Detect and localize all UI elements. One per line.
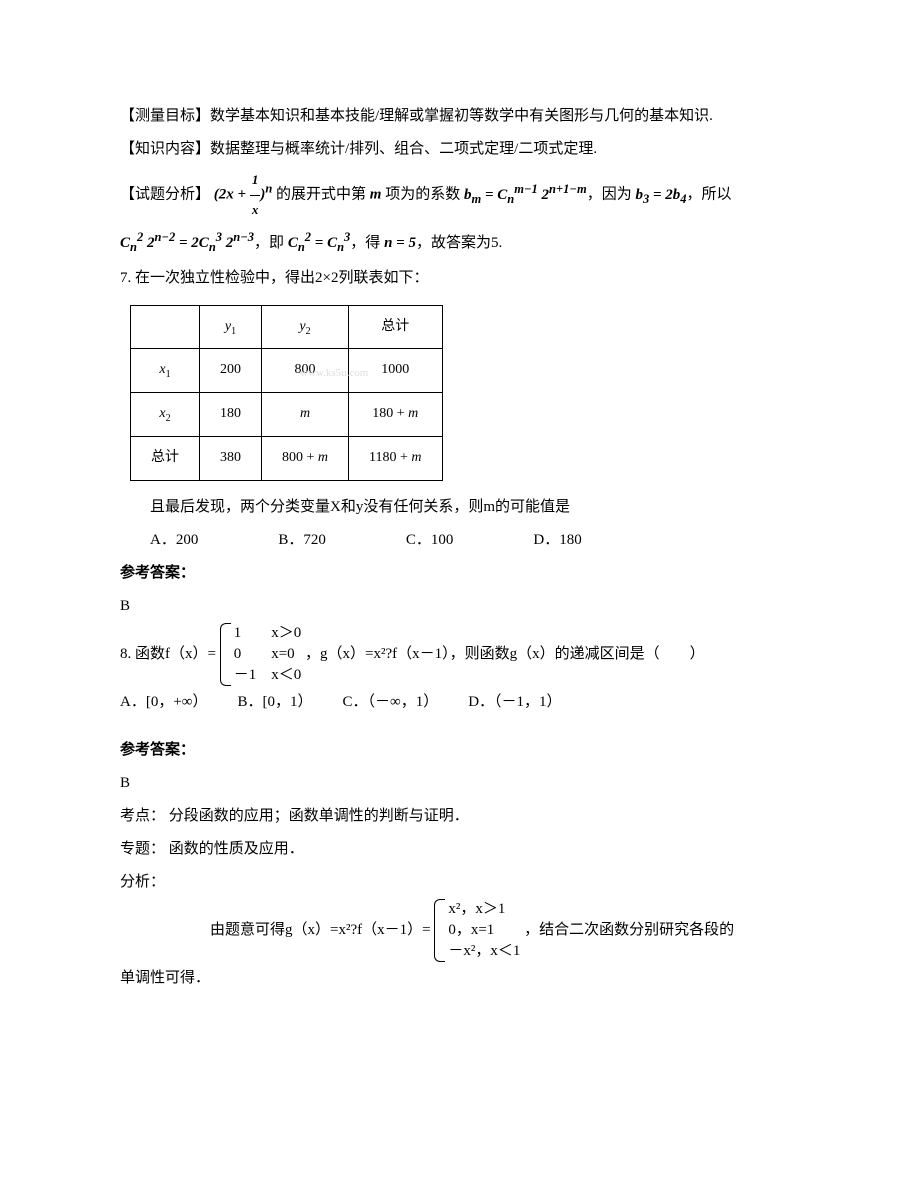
kaodian-text: 分段函数的应用；函数单调性的判断与证明． (169, 808, 469, 824)
option-d: D．180 (533, 524, 581, 557)
piecewise-row: －x²，x＜1 (448, 941, 520, 962)
piecewise-row: －1 x＜0 (234, 665, 302, 686)
fenxi-prefix: 由题意可得g（x）=x²?f（x－1）= (210, 922, 431, 938)
formula-eq1: Cn2 2n−2 = 2Cn3 2n−3 (120, 235, 254, 251)
formula-bm: bm = Cnm−1 2n+1−m (464, 187, 587, 203)
piecewise-g: x²，x＞1 0，x=1 －x²，x＜1 (434, 899, 520, 962)
table-cell: 380 (200, 437, 262, 481)
piecewise-row: 1 x＞0 (234, 623, 302, 644)
table-row: x2 180 m 180 + m (131, 393, 443, 437)
q8-mid: ，g（x）=x²?f（x－1），则函数g（x）的递减区间是（ ） (305, 646, 705, 662)
table-row: y1 y2 总计 (131, 305, 443, 349)
text: 项为的系数 (385, 187, 460, 203)
q7-condition: 且最后发现，两个分类变量X和y没有任何关系，则m的可能值是 (120, 491, 800, 524)
table-cell: 1180 + m (349, 437, 443, 481)
q8-fenxi: 由题意可得g（x）=x²?f（x－1）= x²，x＞1 0，x=1 －x²，x＜… (120, 899, 800, 962)
q8-answer: B (120, 767, 800, 800)
formula-binomial: (2x + 1x)n (214, 166, 273, 224)
text: 的展开式中第 (276, 187, 366, 203)
table-cell (131, 305, 200, 349)
analysis-label: 【试题分析】 (120, 187, 210, 203)
zhuanti-text: 函数的性质及应用． (169, 841, 304, 857)
option-c: C．（－∞，1） (343, 686, 439, 719)
analysis-line2: Cn2 2n−2 = 2Cn3 2n−3，即 Cn2 = Cn3，得 n = 5… (120, 224, 800, 262)
q8-kaodian: 考点： 分段函数的应用；函数单调性的判断与证明． (120, 800, 800, 833)
table-row: x1 200 800 1000 (131, 349, 443, 393)
option-a: A．[0，+∞） (120, 686, 207, 719)
table-cell: 200 (200, 349, 262, 393)
q7-answer-label: 参考答案： (120, 557, 800, 590)
table-cell: 总计 (131, 437, 200, 481)
q8-answer-label: 参考答案： (120, 734, 800, 767)
table-row: 总计 380 800 + m 1180 + m (131, 437, 443, 481)
q8-options: A．[0，+∞） B．[0，1） C．（－∞，1） D．（－1，1） (120, 686, 800, 719)
table-cell: 总计 (349, 305, 443, 349)
table-cell: y2 (262, 305, 349, 349)
contingency-table: y1 y2 总计 x1 200 800 1000 x2 180 m 180 + … (130, 305, 443, 481)
fenxi-suffix: ，结合二次函数分别研究各段的 (524, 922, 734, 938)
zhuanti-label: 专题： (120, 841, 165, 857)
table-cell: y1 (200, 305, 262, 349)
table-cell: 180 + m (349, 393, 443, 437)
table-cell: x1 (131, 349, 200, 393)
table-cell: x2 (131, 393, 200, 437)
piecewise-f: 1 x＞0 0 x=0 －1 x＜0 (220, 623, 302, 686)
text: ，得 (350, 235, 380, 251)
watermark: www.ks5u.com (300, 361, 368, 385)
text: ，即 (254, 235, 284, 251)
option-c: C．100 (406, 524, 454, 557)
q7-title: 7. 在一次独立性检验中，得出2×2列联表如下： (120, 262, 800, 295)
formula-n5: n = 5 (384, 235, 416, 251)
piecewise-row: x²，x＞1 (448, 899, 520, 920)
section-analysis: 【试题分析】 (2x + 1x)n 的展开式中第 m 项为的系数 bm = Cn… (120, 166, 800, 224)
q7-answer: B (120, 590, 800, 623)
formula-eq2: Cn2 = Cn3 (288, 235, 350, 251)
q7-options: A．200 B．720 C．100 D．180 (120, 524, 800, 557)
piecewise-row: 0 x=0 (234, 644, 302, 665)
text: ，所以 (687, 187, 732, 203)
text: ，因为 (587, 187, 632, 203)
formula-b3b4: b3 = 2b4 (635, 187, 686, 203)
q8-prefix: 8. 函数f（x）= (120, 646, 216, 662)
q8-zhuanti: 专题： 函数的性质及应用． (120, 833, 800, 866)
option-d: D．（－1，1） (468, 686, 561, 719)
option-b: B．[0，1） (237, 686, 312, 719)
piecewise-row: 0，x=1 (448, 920, 520, 941)
option-a: A．200 (150, 524, 198, 557)
q8-fenxi-label: 分析： (120, 866, 800, 899)
kaodian-label: 考点： (120, 808, 165, 824)
table-cell: 800 + m (262, 437, 349, 481)
q8-stem: 8. 函数f（x）= 1 x＞0 0 x=0 －1 x＜0 ，g（x）=x²?f… (120, 623, 800, 686)
table-cell: 180 (200, 393, 262, 437)
table-cell: m (262, 393, 349, 437)
var-m: m (366, 187, 385, 203)
text: ，故答案为5. (416, 235, 502, 251)
option-b: B．720 (278, 524, 326, 557)
section-measurement: 【测量目标】数学基本知识和基本技能/理解或掌握初等数学中有关图形与几何的基本知识… (120, 100, 800, 133)
section-knowledge: 【知识内容】数据整理与概率统计/排列、组合、二项式定理/二项式定理. (120, 133, 800, 166)
q8-fenxi-end: 单调性可得． (120, 962, 800, 995)
